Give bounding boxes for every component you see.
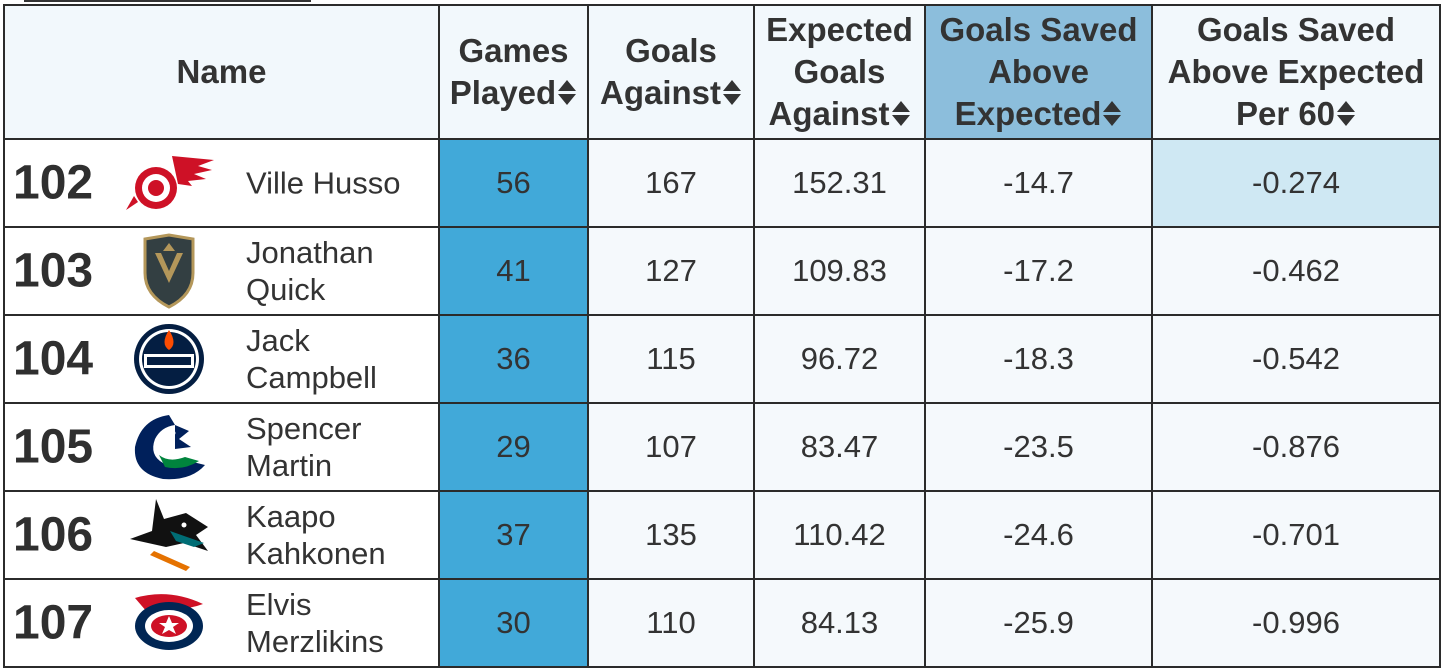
player-name-line: Kahkonen bbox=[246, 536, 386, 571]
goals-against-cell: 107 bbox=[587, 402, 755, 492]
gsax-per-60-cell: -0.274 bbox=[1151, 138, 1441, 228]
name-cell: 104 Jack Campbell bbox=[3, 314, 441, 404]
canucks-logo-icon bbox=[121, 411, 217, 483]
header-text-line: Games bbox=[458, 32, 569, 69]
table-row: 104 Jack Campbell 36 115 bbox=[3, 314, 1441, 404]
gsax-per-60-cell: -0.996 bbox=[1151, 578, 1441, 668]
table-row: 103 Jonathan Quick 41 127 109.83 -17.2 -… bbox=[3, 226, 1441, 316]
games-played-cell: 37 bbox=[438, 490, 589, 580]
goals-against-cell: 110 bbox=[587, 578, 755, 668]
gsax-per-60-cell: -0.876 bbox=[1151, 402, 1441, 492]
player-name-line: Kaapo bbox=[246, 499, 336, 534]
goalie-stats-table: Name Games Played Goals Against Expected… bbox=[3, 4, 1441, 668]
expected-goals-against-cell: 109.83 bbox=[753, 226, 926, 316]
gsax-per-60-cell: -0.542 bbox=[1151, 314, 1441, 404]
gsax-cell: -14.7 bbox=[924, 138, 1153, 228]
header-text-line: Per 60 bbox=[1235, 95, 1336, 132]
rank: 105 bbox=[13, 420, 94, 474]
games-played-cell: 41 bbox=[438, 226, 589, 316]
player-name-line: Spencer bbox=[246, 411, 362, 446]
gsax-per-60-cell: -0.462 bbox=[1151, 226, 1441, 316]
red-wings-logo-icon bbox=[121, 147, 217, 219]
player-name[interactable]: Spencer Martin bbox=[246, 410, 441, 484]
header-row: Name Games Played Goals Against Expected… bbox=[3, 4, 1441, 140]
top-underline bbox=[24, 0, 311, 2]
column-header-expected-goals-against[interactable]: Expected Goals Against bbox=[753, 4, 926, 140]
rank: 106 bbox=[13, 508, 94, 562]
header-text-line: Goals Saved bbox=[1196, 11, 1396, 48]
header-text-line: Against bbox=[768, 95, 890, 132]
sharks-logo-icon bbox=[121, 499, 217, 571]
expected-goals-against-cell: 84.13 bbox=[753, 578, 926, 668]
golden-knights-logo-icon bbox=[121, 233, 217, 309]
header-text-line: Goals Saved bbox=[939, 11, 1138, 48]
goals-against-cell: 127 bbox=[587, 226, 755, 316]
player-name-line: Merzlikins bbox=[246, 624, 384, 659]
oilers-logo-icon bbox=[121, 323, 217, 395]
player-name-line: Jack bbox=[246, 323, 310, 358]
column-header-games-played[interactable]: Games Played bbox=[438, 4, 589, 140]
rank: 107 bbox=[13, 596, 94, 650]
player-name[interactable]: Ville Husso bbox=[246, 165, 441, 202]
player-name-line: Campbell bbox=[246, 360, 377, 395]
sort-icon[interactable] bbox=[891, 98, 911, 130]
header-text-line: Goals bbox=[793, 53, 886, 90]
goals-against-cell: 135 bbox=[587, 490, 755, 580]
player-name[interactable]: Elvis Merzlikins bbox=[246, 586, 441, 660]
player-name-line: Ville Husso bbox=[246, 165, 401, 201]
sort-icon[interactable] bbox=[557, 77, 577, 109]
rank: 102 bbox=[13, 156, 94, 210]
gsax-cell: -18.3 bbox=[924, 314, 1153, 404]
gsax-cell: -17.2 bbox=[924, 226, 1153, 316]
name-cell: 106 Kaapo Kahkonen bbox=[3, 490, 441, 580]
games-played-cell: 36 bbox=[438, 314, 589, 404]
header-text-line: Played bbox=[449, 74, 557, 111]
gsax-cell: -24.6 bbox=[924, 490, 1153, 580]
expected-goals-against-cell: 96.72 bbox=[753, 314, 926, 404]
table-row: 106 Kaapo Kahkonen 37 135 110.42 -24.6 bbox=[3, 490, 1441, 580]
header-text-line: Above Expected bbox=[1167, 53, 1425, 90]
games-played-cell: 30 bbox=[438, 578, 589, 668]
sort-icon[interactable] bbox=[1336, 98, 1356, 130]
player-name[interactable]: Kaapo Kahkonen bbox=[246, 498, 441, 572]
player-name-line: Jonathan bbox=[246, 235, 374, 270]
name-cell: 105 Spencer Martin bbox=[3, 402, 441, 492]
gsax-cell: -23.5 bbox=[924, 402, 1153, 492]
table-row: 105 Spencer Martin 29 107 83.47 -23.5 bbox=[3, 402, 1441, 492]
column-header-name[interactable]: Name bbox=[3, 4, 440, 140]
expected-goals-against-cell: 110.42 bbox=[753, 490, 926, 580]
expected-goals-against-cell: 83.47 bbox=[753, 402, 926, 492]
player-name[interactable]: Jonathan Quick bbox=[246, 234, 441, 308]
column-header-name-label: Name bbox=[176, 53, 267, 90]
player-name[interactable]: Jack Campbell bbox=[246, 322, 441, 396]
blue-jackets-logo-icon bbox=[121, 587, 217, 659]
name-cell: 107 Elvis Merzlikins bbox=[3, 578, 441, 668]
column-header-gsax[interactable]: Goals Saved Above Expected bbox=[924, 4, 1153, 140]
table-row: 107 Elvis Merzlikins 30 110 84.1 bbox=[3, 578, 1441, 668]
gsax-cell: -25.9 bbox=[924, 578, 1153, 668]
games-played-cell: 29 bbox=[438, 402, 589, 492]
name-cell: 102 Ville Husso bbox=[3, 138, 441, 228]
header-text-line: Expected bbox=[766, 11, 913, 48]
header-text-line: Above bbox=[988, 53, 1089, 90]
header-text-line: Expected bbox=[954, 95, 1102, 132]
column-header-goals-against[interactable]: Goals Against bbox=[587, 4, 755, 140]
games-played-cell: 56 bbox=[438, 138, 589, 228]
name-cell: 103 Jonathan Quick bbox=[3, 226, 441, 316]
goals-against-cell: 115 bbox=[587, 314, 755, 404]
column-header-gsax-per-60[interactable]: Goals Saved Above Expected Per 60 bbox=[1151, 4, 1441, 140]
header-text-line: Against bbox=[599, 74, 721, 111]
rank: 104 bbox=[13, 332, 94, 386]
table-row: 102 Ville Husso 56 167 152.31 bbox=[3, 138, 1441, 228]
sort-icon[interactable] bbox=[722, 77, 742, 109]
expected-goals-against-cell: 152.31 bbox=[753, 138, 926, 228]
rank: 103 bbox=[13, 244, 94, 298]
sort-icon[interactable] bbox=[1102, 98, 1122, 130]
player-name-line: Quick bbox=[246, 272, 326, 307]
header-text-line: Goals bbox=[625, 32, 717, 69]
player-name-line: Martin bbox=[246, 448, 333, 483]
gsax-per-60-cell: -0.701 bbox=[1151, 490, 1441, 580]
player-name-line: Elvis bbox=[246, 587, 312, 622]
goals-against-cell: 167 bbox=[587, 138, 755, 228]
